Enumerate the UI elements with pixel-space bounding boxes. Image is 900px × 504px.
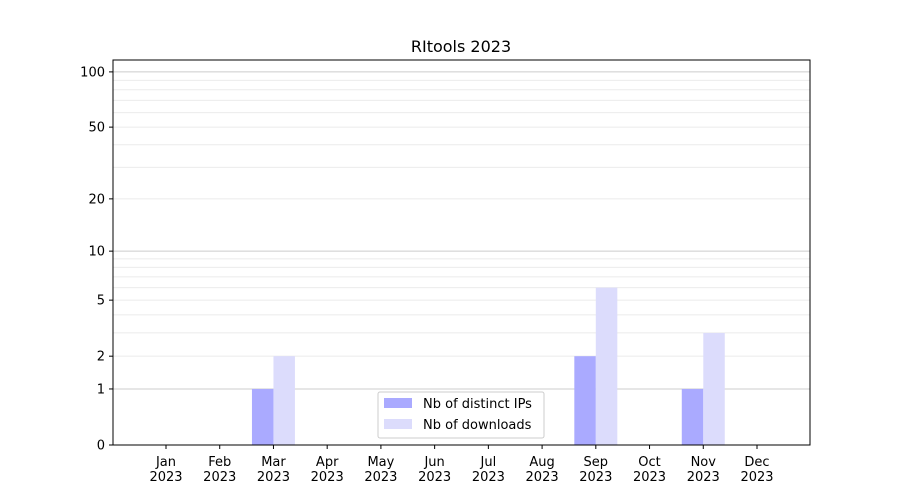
x-tick-label: 2023 xyxy=(687,470,720,485)
x-tick-label: May xyxy=(367,455,394,470)
y-tick-label: 0 xyxy=(97,439,105,454)
legend-label-downloads: Nb of downloads xyxy=(423,418,532,433)
x-tick-label: Jun xyxy=(423,455,444,470)
y-tick-label: 1 xyxy=(97,382,105,397)
axes-frame xyxy=(112,59,811,446)
legend-swatch-ips xyxy=(384,398,412,408)
bar-downloads xyxy=(595,287,618,445)
x-tick-label: Feb xyxy=(208,455,231,470)
x-tick-label: 2023 xyxy=(526,470,559,485)
bar-downloads xyxy=(273,356,295,445)
x-tick-label: 2023 xyxy=(472,470,505,485)
bar-downloads xyxy=(703,332,725,445)
x-tick-label: 2023 xyxy=(311,470,344,485)
y-axis: 0 1 2 5 10 20 50 100 xyxy=(80,65,113,454)
x-tick-label: Sep xyxy=(584,455,609,470)
x-tick-label: 2023 xyxy=(633,470,666,485)
x-tick-label: Aug xyxy=(529,455,554,470)
x-tick-label: 2023 xyxy=(740,470,773,485)
x-tick-label: 2023 xyxy=(149,470,182,485)
x-tick-label: Jan xyxy=(155,455,176,470)
legend-label-ips: Nb of distinct IPs xyxy=(423,397,532,412)
legend-box xyxy=(377,391,545,439)
y-tick-label: 20 xyxy=(88,192,105,207)
x-tick-label: Oct xyxy=(638,455,660,470)
x-tick-label: Jul xyxy=(480,455,497,470)
x-tick-label: 2023 xyxy=(364,470,397,485)
bar-distinct-ips xyxy=(574,356,596,445)
x-tick-label: Apr xyxy=(316,455,339,470)
legend-swatch-downloads xyxy=(384,419,412,429)
bar-distinct-ips xyxy=(681,388,704,445)
x-tick-label: 2023 xyxy=(579,470,612,485)
x-tick-label: Dec xyxy=(744,455,769,470)
y-tick-label: 2 xyxy=(97,350,105,365)
y-tick-label: 10 xyxy=(88,245,105,260)
legend: Nb of distinct IPs Nb of downloads xyxy=(377,391,545,439)
y-tick-label: 100 xyxy=(80,65,105,80)
y-tick-label: 50 xyxy=(88,121,105,136)
x-tick-label: Nov xyxy=(691,455,717,470)
chart-title: RItools 2023 xyxy=(411,37,511,56)
x-tick-label: 2023 xyxy=(257,470,290,485)
x-axis: Jan2023Feb2023Mar2023Apr2023May2023Jun20… xyxy=(149,445,774,485)
x-tick-label: Mar xyxy=(261,455,286,470)
x-tick-label: 2023 xyxy=(203,470,236,485)
gridlines xyxy=(113,71,810,390)
y-tick-label: 5 xyxy=(97,294,105,309)
bars xyxy=(251,287,725,445)
bar-distinct-ips xyxy=(251,388,274,445)
x-tick-label: 2023 xyxy=(418,470,451,485)
